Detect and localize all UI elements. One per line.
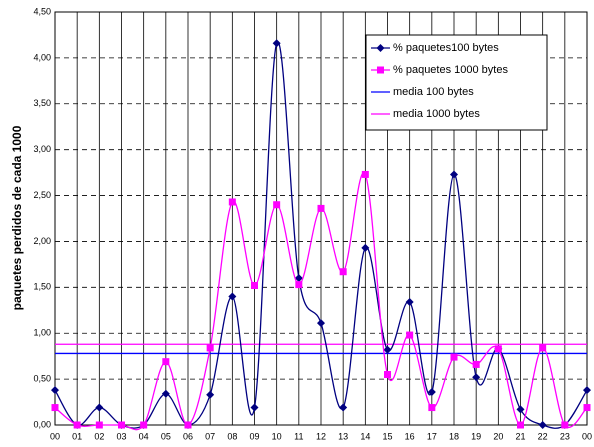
marker <box>472 373 481 382</box>
x-tick-label: 07 <box>205 431 215 441</box>
y-tick-label: 4,00 <box>33 52 51 62</box>
marker <box>376 44 385 52</box>
legend-box <box>365 34 548 131</box>
marker <box>73 421 81 429</box>
marker <box>206 344 214 352</box>
marker <box>339 403 348 412</box>
marker <box>162 358 170 366</box>
marker <box>161 389 170 398</box>
y-tick-label: 3,50 <box>33 98 51 108</box>
marker <box>405 298 414 307</box>
x-tick-label: 15 <box>382 431 392 441</box>
marker <box>561 421 569 429</box>
marker <box>539 344 547 352</box>
marker <box>51 386 59 395</box>
marker <box>428 404 436 412</box>
y-tick-label: 3,00 <box>33 144 51 154</box>
x-tick-label: 14 <box>360 431 370 441</box>
y-axis-label: paquetes perdidos de cada 1000 <box>10 125 24 310</box>
marker <box>294 274 303 283</box>
marker <box>317 204 325 212</box>
y-tick-label: 2,50 <box>33 190 51 200</box>
marker <box>317 319 325 328</box>
x-tick-label: 10 <box>272 431 282 441</box>
legend-label: media 1000 bytes <box>393 108 480 120</box>
marker <box>494 345 502 353</box>
marker <box>538 421 547 429</box>
marker <box>517 421 524 429</box>
marker <box>339 268 347 276</box>
marker <box>472 360 480 368</box>
x-tick-label: 16 <box>405 431 415 441</box>
x-tick-label: 21 <box>515 431 525 441</box>
marker <box>272 39 281 48</box>
marker <box>250 403 259 412</box>
marker <box>140 421 148 429</box>
x-tick-label: 00 <box>50 431 60 441</box>
marker <box>228 198 236 206</box>
x-tick-label: 19 <box>471 431 481 441</box>
marker <box>206 390 215 399</box>
marker <box>184 421 192 429</box>
y-tick-label: 1,00 <box>33 328 51 338</box>
marker <box>95 403 104 412</box>
x-tick-label: 04 <box>139 431 149 441</box>
marker <box>450 353 458 361</box>
marker <box>95 421 103 429</box>
marker <box>406 331 414 339</box>
legend: % paquetes100 bytes % paquetes 1000 bytes… <box>365 34 548 131</box>
marker <box>583 404 591 412</box>
legend-label: media 100 bytes <box>393 86 474 98</box>
x-tick-label: 03 <box>116 431 126 441</box>
y-tick-label: 4,50 <box>33 6 51 16</box>
legend-label: % paquetes100 bytes <box>393 42 499 54</box>
marker <box>383 345 392 354</box>
x-tick-label: 06 <box>183 431 193 441</box>
x-tick-label: 05 <box>161 431 171 441</box>
y-tick-label: 2,00 <box>33 236 51 246</box>
x-tick-label: 13 <box>338 431 348 441</box>
x-tick-label: 00 <box>582 431 592 441</box>
x-tick-label: 18 <box>449 431 459 441</box>
x-tick-label: 02 <box>94 431 104 441</box>
marker <box>450 170 458 179</box>
marker <box>377 66 384 74</box>
marker <box>228 292 237 301</box>
plot-border <box>54 11 588 426</box>
marker <box>516 405 525 414</box>
marker <box>384 371 391 379</box>
x-tick-label: 23 <box>560 431 570 441</box>
marker <box>118 421 125 429</box>
x-tick-label: 11 <box>294 431 303 441</box>
marker <box>583 386 591 395</box>
marker <box>51 404 59 412</box>
x-tick-label: 22 <box>538 431 548 441</box>
marker <box>273 201 281 209</box>
legend-label: % paquetes 1000 bytes <box>393 64 508 76</box>
x-tick-label: 01 <box>72 431 82 441</box>
marker <box>361 243 370 252</box>
marker <box>361 170 369 178</box>
y-tick-label: 0,00 <box>33 419 51 429</box>
y-tick-label: 0,50 <box>33 373 51 383</box>
x-tick-label: 17 <box>427 431 437 441</box>
x-tick-label: 20 <box>493 431 503 441</box>
y-tick-label: 1,50 <box>33 282 51 292</box>
x-tick-label: 08 <box>227 431 237 441</box>
x-tick-label: 09 <box>249 431 259 441</box>
marker <box>251 281 258 289</box>
marker <box>295 281 303 289</box>
marker <box>427 387 436 396</box>
x-tick-label: 12 <box>316 431 326 441</box>
